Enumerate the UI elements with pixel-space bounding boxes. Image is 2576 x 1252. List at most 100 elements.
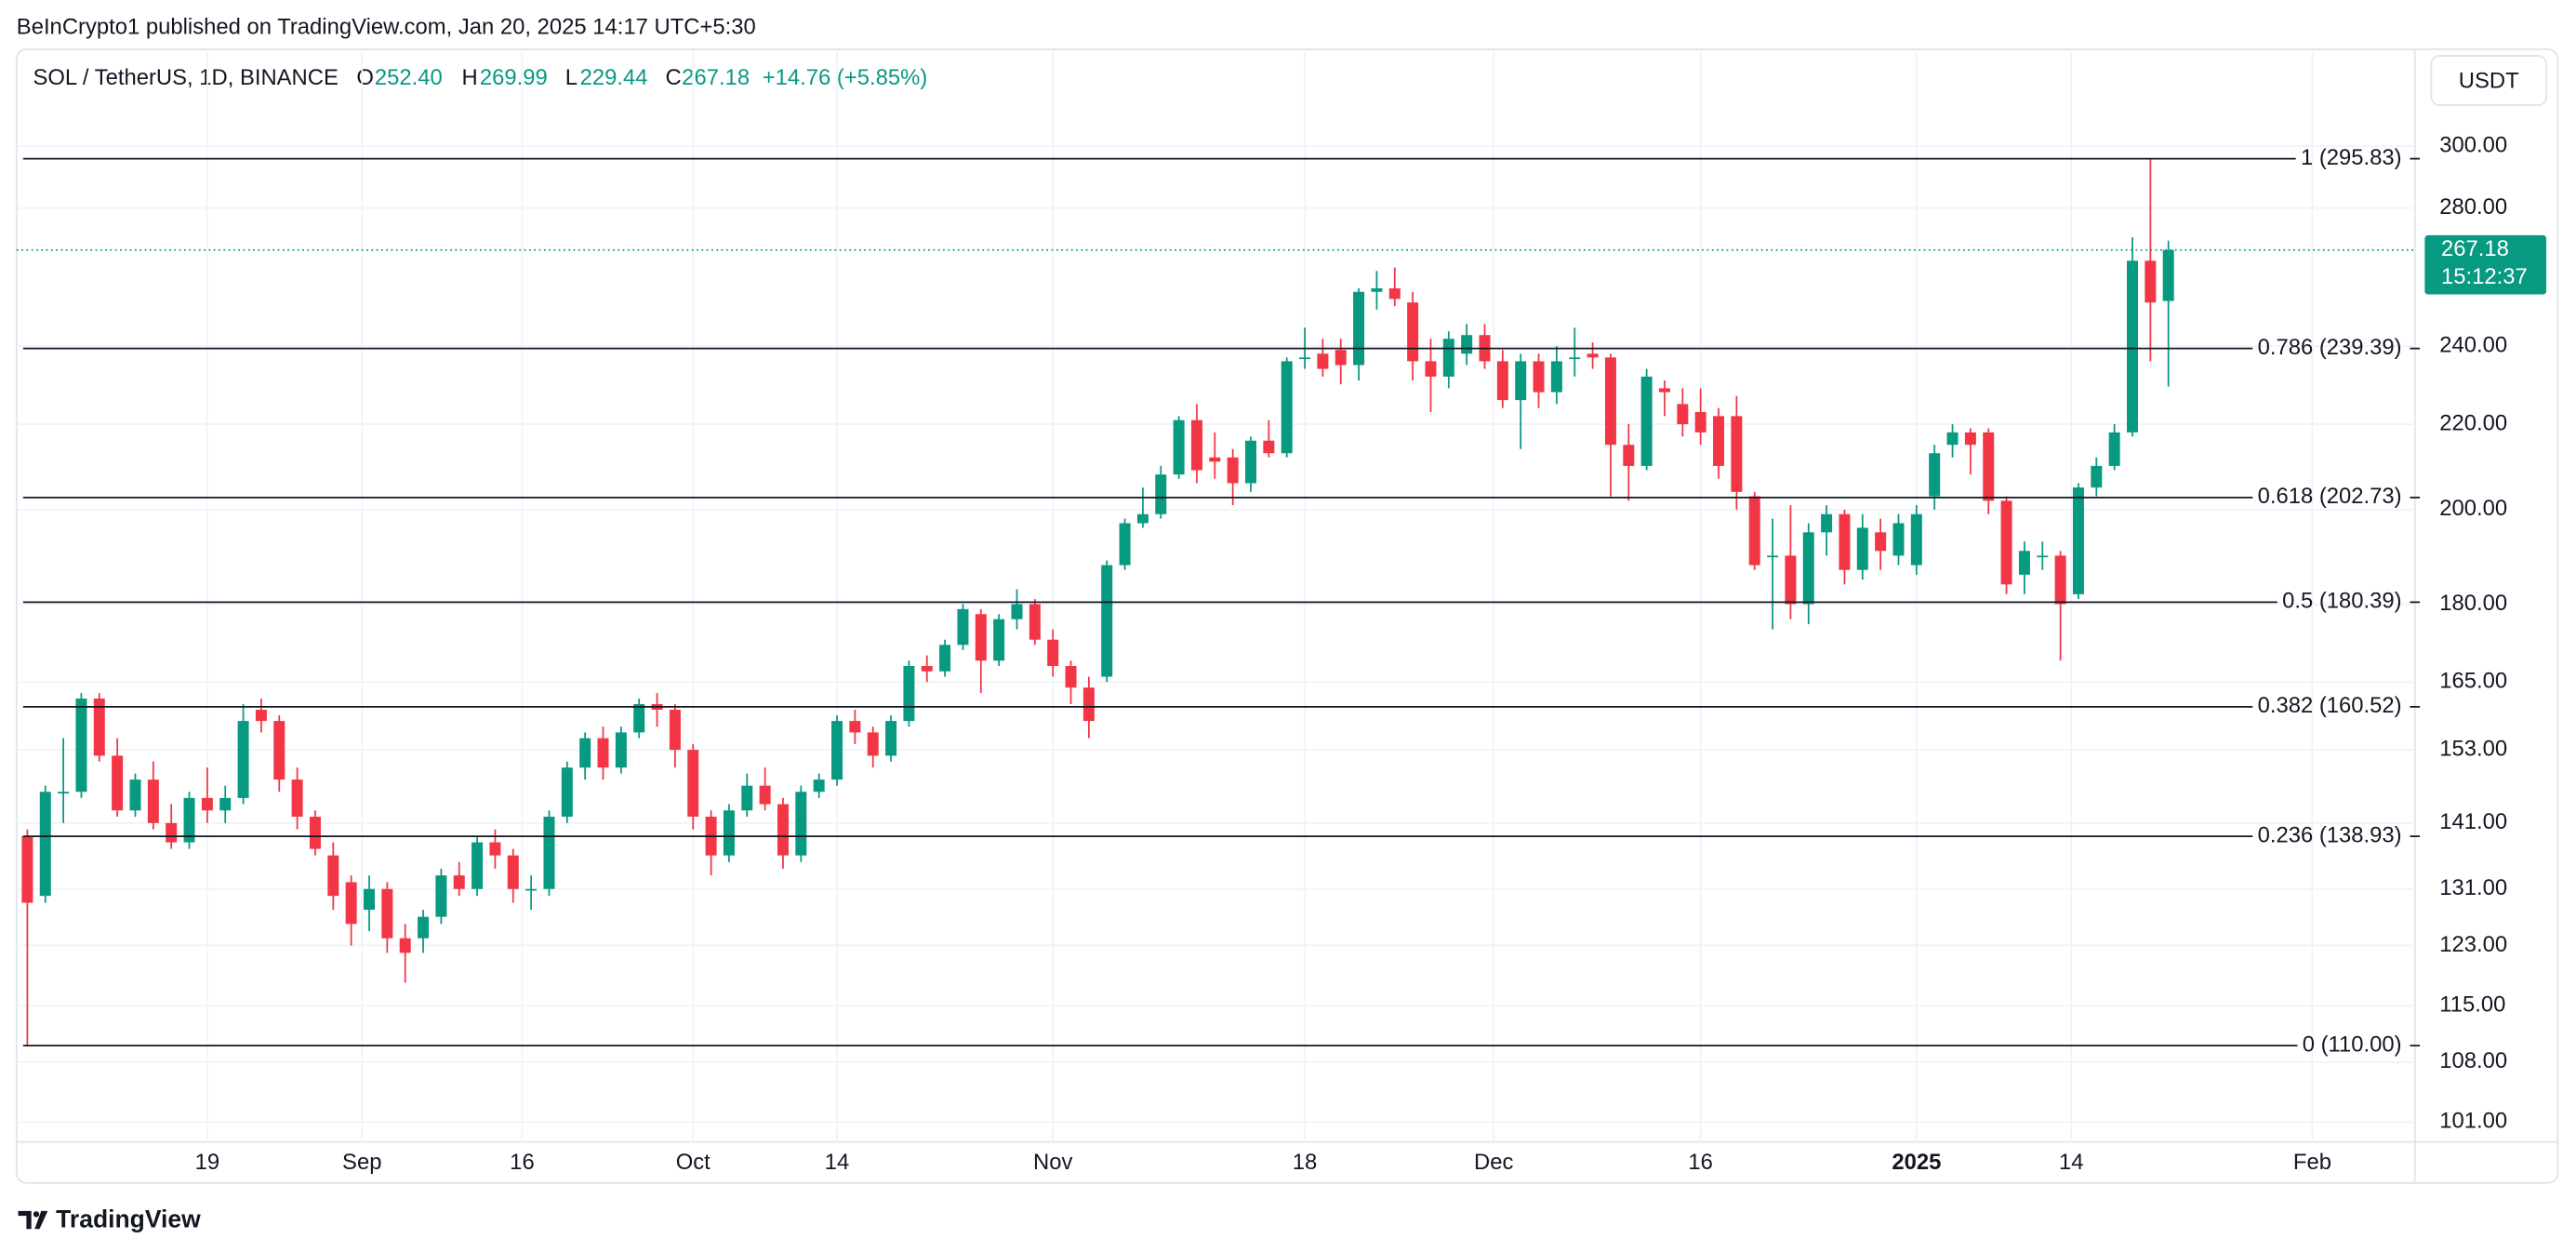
candle-body <box>2144 260 2157 303</box>
candle-body <box>2018 551 2030 575</box>
candle-body <box>1856 527 1868 570</box>
publisher: BeInCrypto1 published on TradingView.com… <box>17 14 756 39</box>
open-value: 252.40 <box>375 65 443 90</box>
candle-body <box>309 817 321 849</box>
candle-body <box>1407 302 1419 362</box>
candle-body <box>1173 420 1185 475</box>
fib-level-label: 0.618 (202.73) <box>2258 484 2402 509</box>
y-tick-label: 153.00 <box>2439 736 2507 761</box>
countdown: 15:12:37 <box>2441 264 2528 289</box>
x-tick-label: 19 <box>195 1150 220 1175</box>
candle-body <box>831 721 843 780</box>
candle-body <box>615 732 627 768</box>
candle-body <box>1299 357 1311 360</box>
candle-body <box>885 721 897 756</box>
candle-body <box>1317 353 1329 369</box>
candle-body <box>1371 287 1383 292</box>
candle-body <box>1425 361 1437 377</box>
candle-body <box>1281 361 1293 454</box>
x-tick-label: 16 <box>1688 1150 1713 1175</box>
x-tick-label: 16 <box>510 1150 535 1175</box>
x-tick-label: Oct <box>676 1150 710 1175</box>
candle-body <box>1875 532 1887 552</box>
x-tick-label: 2025 <box>1892 1150 1941 1175</box>
candle-body <box>1748 496 1760 566</box>
candle-body <box>741 785 753 811</box>
candle-body <box>1713 416 1725 466</box>
candle-body <box>2054 555 2066 605</box>
candle-body <box>2162 249 2174 301</box>
candle-body <box>471 842 484 889</box>
candle-body <box>813 779 825 792</box>
candle-body <box>993 619 1005 661</box>
candle-body <box>1623 445 1635 466</box>
candle-body <box>1227 457 1239 484</box>
candle-body <box>579 738 591 768</box>
candle-body <box>1821 513 1833 533</box>
candle-body <box>1569 357 1581 360</box>
last-price-box <box>2424 234 2547 295</box>
x-tick-label: Sep <box>342 1150 381 1175</box>
candle-body <box>1047 639 1059 666</box>
candle-body <box>1658 388 1670 393</box>
candle-body <box>1353 291 1365 366</box>
candle-body <box>1461 335 1473 354</box>
candle-body <box>183 797 195 843</box>
candle-body <box>1119 523 1131 566</box>
candle-body <box>2091 465 2103 488</box>
candle-body <box>237 721 249 798</box>
fib-level-label: 0.5 (180.39) <box>2282 589 2402 614</box>
candle-body <box>507 855 519 889</box>
symbol: SOL / TetherUS, 1D, BINANCE <box>33 65 338 90</box>
candle-body <box>1190 420 1202 471</box>
candle-body <box>435 875 447 917</box>
candle-body <box>129 779 141 811</box>
y-tick-label: 280.00 <box>2439 194 2507 220</box>
candle-body <box>867 732 879 756</box>
candle-body <box>939 645 951 672</box>
candle-body <box>147 779 159 823</box>
candle-body <box>795 792 807 856</box>
candle-body <box>166 822 178 843</box>
candle-body <box>2037 555 2049 558</box>
x-tick-label: Dec <box>1474 1150 1513 1175</box>
candle-body <box>364 888 376 911</box>
y-tick-label: 180.00 <box>2439 591 2507 616</box>
candle-body <box>2127 260 2139 433</box>
fib-level-label: 0.382 (160.52) <box>2258 693 2402 718</box>
candle-body <box>2108 432 2120 466</box>
candle-body <box>1604 357 1616 446</box>
candle-body <box>1677 404 1689 425</box>
y-tick-label: 101.00 <box>2439 1109 2507 1134</box>
low-value: 229.44 <box>580 65 648 90</box>
currency[interactable]: USDT <box>2459 69 2519 94</box>
candle-body <box>2072 487 2084 594</box>
candle-body <box>1785 555 1797 605</box>
candle-body <box>1964 432 1976 446</box>
candle-body <box>687 750 699 818</box>
candle-body <box>93 699 105 756</box>
currency-button[interactable] <box>2430 55 2547 106</box>
candle-body <box>777 804 789 856</box>
logo-dot <box>33 1211 40 1218</box>
candle-body <box>2000 500 2012 585</box>
y-tick-label: 300.00 <box>2439 132 2507 157</box>
candle-body <box>219 797 232 811</box>
candle-body <box>273 721 285 780</box>
candle-body <box>1209 457 1221 462</box>
candle-body <box>1533 361 1545 393</box>
candle-body <box>1767 555 1779 558</box>
candle-body <box>957 608 969 646</box>
candle-body <box>1082 687 1095 722</box>
candle-body <box>1245 440 1257 484</box>
footer-logo <box>18 1210 48 1230</box>
y-tick-label: 165.00 <box>2439 669 2507 694</box>
y-tick-label: 115.00 <box>2439 992 2505 1018</box>
candle-body <box>1155 474 1167 514</box>
candle-body <box>1101 565 1113 677</box>
x-tick-label: 18 <box>1293 1150 1318 1175</box>
candle-body <box>597 738 609 768</box>
candle-body <box>975 614 987 661</box>
